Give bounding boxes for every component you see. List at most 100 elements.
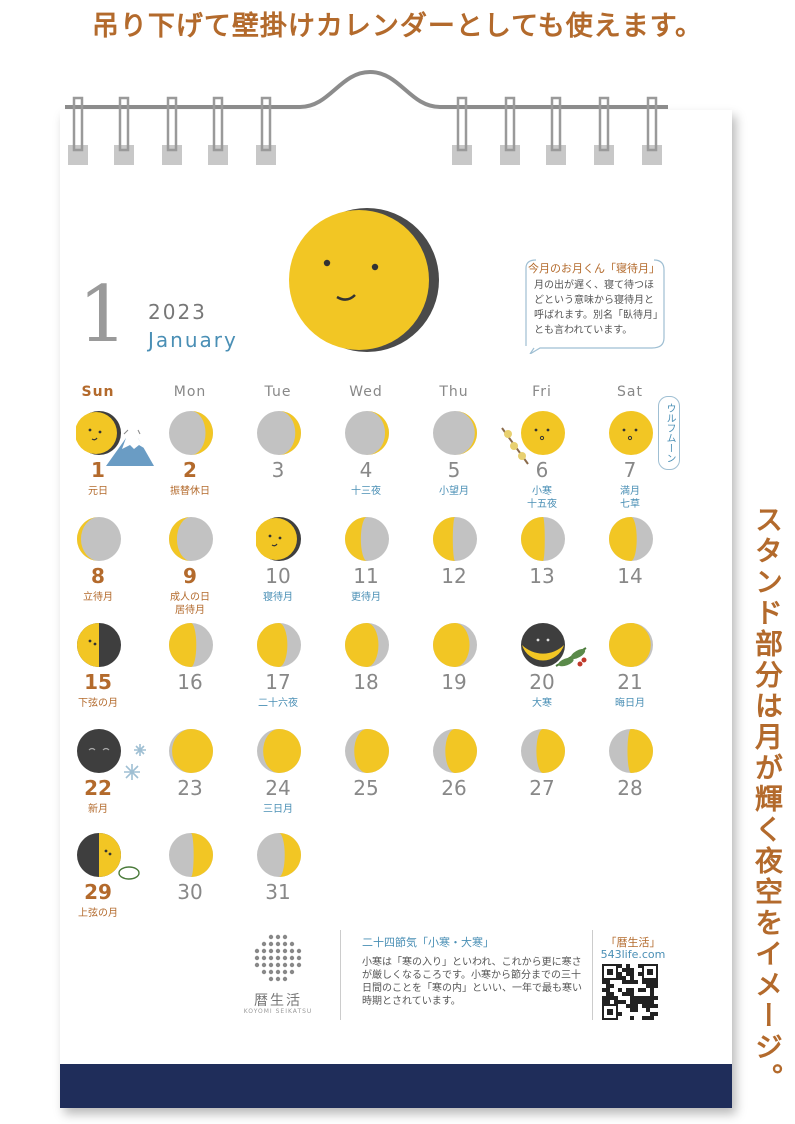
moon-phase [256,832,302,878]
moon-phase [608,410,654,456]
calendar-day-cell[interactable]: 28 [590,728,670,828]
year-label: 2023 [148,300,207,324]
binding-ring-base [114,145,134,165]
calendar-day-cell[interactable]: 30 [150,832,230,932]
calendar-day-cell[interactable]: 25 [326,728,406,828]
calendar-day-cell[interactable]: 15 下弦の月 [58,622,138,722]
footer-divider [592,930,593,1020]
calendar-day-cell[interactable]: 23 [150,728,230,828]
binding-ring [646,96,658,152]
calendar-day-cell[interactable]: 7 満月 七草 [590,410,670,510]
day-number: 28 [617,776,643,800]
calendar-day-cell[interactable]: 13 [502,516,582,616]
day-number: 23 [177,776,203,800]
binding-ring-base [500,145,520,165]
moon-phase-icon [169,729,213,773]
moon-phase [76,832,122,878]
moon-note-bubble: 今月のお月くん「寝待月」 月の出が遅く、寝て待つほどという意味から寝待月と呼ばれ… [524,258,665,354]
day-note: 新月 [88,804,108,815]
moon-phase-icon [77,517,121,561]
calendar-day-cell[interactable]: 1 元日 [58,410,138,510]
day-number: 2 [183,458,197,482]
calendar-day-cell[interactable]: 26 [414,728,494,828]
moon-phase [520,410,566,456]
calendar-day-cell[interactable]: 31 [238,832,318,932]
calendar-day-cell[interactable]: 8 立待月 [58,516,138,616]
binding-ring-base [208,145,228,165]
moon-mascot-illustration [289,208,439,352]
weekday-label: Tue [264,384,292,400]
moon-phase [520,728,566,774]
day-note: 二十六夜 [258,698,298,709]
qr-code-icon[interactable] [602,964,658,1020]
moon-phase [608,516,654,562]
hanger-wire[interactable] [65,69,668,109]
day-note: 小寒 [532,486,552,497]
calendar-day-cell[interactable]: 14 [590,516,670,616]
day-number: 19 [441,670,467,694]
calendar-day-cell[interactable]: 4 十三夜 [326,410,406,510]
calendar-day-cell[interactable]: 10 寝待月 [238,516,318,616]
calendar-day-cell[interactable]: 12 [414,516,494,616]
moon-phase [76,516,122,562]
moon-phase [168,728,214,774]
moon-mascot-face [289,210,429,350]
calendar-day-cell[interactable]: 29 上弦の月 [58,832,138,932]
calendar-day-cell[interactable]: 22 新月 [58,728,138,828]
moon-phase-icon [255,517,301,561]
moon-phase-icon [433,623,477,667]
binding-ring-base [68,145,88,165]
moon-phase-icon [257,833,301,877]
calendar-day-cell[interactable]: 11 更待月 [326,516,406,616]
binding-ring [212,96,224,152]
calendar-day-cell[interactable]: 5 小望月 [414,410,494,510]
calendar-day-cell[interactable]: 21 晦日月 [590,622,670,722]
moon-phase [608,622,654,668]
day-number: 14 [617,564,643,588]
calendar-day-cell[interactable]: 17 二十六夜 [238,622,318,722]
moon-phase-icon [77,729,121,773]
weekday-label: Fri [532,384,552,400]
moon-phase [344,410,390,456]
weekday-label: Mon [173,384,207,400]
moon-phase-icon [521,411,565,455]
moon-phase [256,622,302,668]
calendar-day-cell[interactable]: 24 三日月 [238,728,318,828]
stand-base-bar [60,1064,732,1108]
calendar-day-cell[interactable]: 19 [414,622,494,722]
calendar-day-cell[interactable]: 2 振替休日 [150,410,230,510]
month-name-en: January [148,328,238,352]
moon-phase [520,622,566,668]
day-note: 居待月 [175,605,205,616]
calendar-day-cell[interactable]: 3 [238,410,318,510]
mount-fuji-icon [106,429,154,466]
calendar-day-cell[interactable]: 20 大寒 [502,622,582,722]
calendar-day-cell[interactable]: 18 [326,622,406,722]
day-number: 31 [265,880,291,904]
moon-phase [344,516,390,562]
moon-phase-icon [257,411,301,455]
moon-phase-icon [521,517,565,561]
calendar-day-cell[interactable]: 6 小寒 十五夜 [502,410,582,510]
calendar-day-cell[interactable]: 16 [150,622,230,722]
weekday-label: Thu [439,384,469,400]
day-note: 七草 [620,499,640,510]
calendar-day-cell[interactable]: 9 成人の日 居待月 [150,516,230,616]
footer-logo-name: 暦生活 [254,993,302,1009]
day-note: 大寒 [532,698,552,709]
day-note: 寝待月 [263,592,293,603]
binding-ring [72,96,84,152]
footer-divider [340,930,341,1020]
day-number: 13 [529,564,555,588]
day-note: 元日 [88,486,108,497]
day-number: 8 [91,564,105,588]
moon-phase-icon [433,517,477,561]
binding-ring-base [162,145,182,165]
day-number: 20 [529,670,555,694]
calendar-day-cell[interactable]: 27 [502,728,582,828]
moon-phase-icon [521,729,565,773]
brand-url-link[interactable]: 543life.com [600,948,666,961]
day-number: 11 [353,564,379,588]
day-note: 振替休日 [170,486,210,497]
sekki-body: 小寒は「寒の入り」といわれ、これから更に寒さが厳しくなるころです。小寒から節分ま… [362,957,582,1007]
